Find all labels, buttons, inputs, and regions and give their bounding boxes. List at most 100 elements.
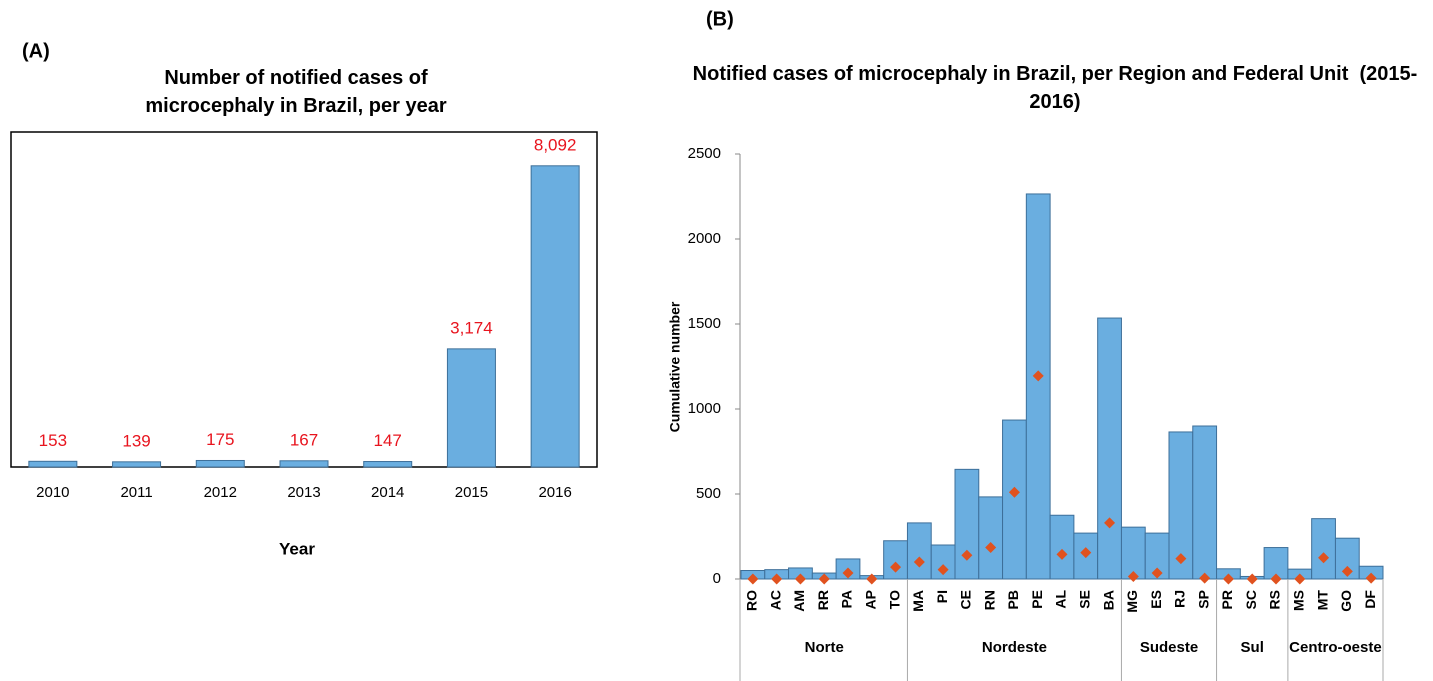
x-tick-label: RN bbox=[981, 590, 997, 610]
y-tick-label: 1000 bbox=[688, 400, 721, 417]
marker bbox=[771, 573, 783, 585]
y-tick-label: 2000 bbox=[688, 230, 721, 247]
bar bbox=[363, 461, 413, 468]
x-tick-label: 2011 bbox=[120, 484, 152, 501]
x-tick-label: TO bbox=[886, 590, 902, 609]
x-tick-label: GO bbox=[1338, 590, 1354, 612]
bar bbox=[530, 165, 580, 468]
x-tick-label: PE bbox=[1029, 590, 1045, 609]
x-tick-label: SE bbox=[1076, 590, 1092, 609]
x-tick-label: RS bbox=[1267, 590, 1283, 609]
bar bbox=[1334, 537, 1360, 580]
marker bbox=[818, 573, 830, 585]
y-tick-label: 1500 bbox=[688, 315, 721, 332]
marker bbox=[1032, 370, 1044, 382]
bar bbox=[978, 496, 1004, 580]
value-label: 147 bbox=[374, 431, 402, 450]
marker bbox=[1246, 573, 1258, 585]
bar bbox=[279, 460, 329, 468]
bar bbox=[954, 468, 980, 580]
marker bbox=[1175, 553, 1187, 565]
marker bbox=[937, 564, 949, 576]
marker bbox=[1151, 567, 1163, 579]
x-tick-label: BA bbox=[1100, 590, 1116, 610]
group-label: Norte bbox=[804, 639, 844, 656]
marker bbox=[866, 573, 878, 585]
plot-frame bbox=[10, 131, 598, 468]
x-tick-label: CE bbox=[958, 590, 974, 609]
x-tick-label: PB bbox=[1005, 590, 1021, 609]
panel-label: (A) bbox=[22, 40, 50, 62]
marker bbox=[1222, 573, 1234, 585]
bar bbox=[906, 522, 932, 580]
marker bbox=[985, 542, 997, 554]
marker bbox=[961, 549, 973, 561]
bar bbox=[1025, 193, 1051, 580]
x-tick-label: MS bbox=[1290, 590, 1306, 611]
x-axis-title: Year bbox=[279, 539, 315, 558]
panel-label: (B) bbox=[706, 8, 734, 30]
x-tick-label: RO bbox=[744, 590, 760, 611]
marker bbox=[1270, 573, 1282, 585]
value-label: 167 bbox=[290, 430, 318, 449]
x-tick-label: 2016 bbox=[538, 484, 571, 501]
x-tick-label: RR bbox=[815, 590, 831, 610]
marker bbox=[1104, 517, 1116, 529]
value-label: 3,174 bbox=[450, 318, 493, 337]
marker bbox=[747, 573, 759, 585]
bar bbox=[112, 461, 162, 468]
y-axis-title: Cumulative number bbox=[667, 301, 683, 432]
value-label: 153 bbox=[39, 431, 67, 450]
value-label: 175 bbox=[206, 430, 234, 449]
bar bbox=[1002, 419, 1027, 580]
value-label: 139 bbox=[122, 431, 150, 450]
marker bbox=[1080, 547, 1092, 559]
bar bbox=[1049, 514, 1075, 580]
y-tick-label: 0 bbox=[713, 570, 721, 587]
marker bbox=[842, 567, 854, 579]
x-tick-label: PR bbox=[1219, 590, 1235, 609]
x-tick-label: DF bbox=[1362, 590, 1378, 609]
group-label: Sudeste bbox=[1139, 639, 1199, 656]
marker bbox=[1008, 486, 1020, 498]
marker bbox=[1294, 573, 1306, 585]
bar bbox=[1097, 317, 1122, 580]
x-tick-label: AP bbox=[862, 590, 878, 609]
group-label: Sul bbox=[1240, 639, 1264, 656]
x-tick-label: SC bbox=[1243, 590, 1259, 609]
bar bbox=[1192, 425, 1218, 580]
x-tick-label: AC bbox=[767, 590, 783, 610]
bar bbox=[883, 540, 908, 580]
marker bbox=[1341, 565, 1353, 577]
x-tick-label: SP bbox=[1195, 590, 1211, 609]
marker bbox=[913, 556, 925, 568]
x-tick-label: PI bbox=[934, 590, 950, 603]
x-tick-label: 2012 bbox=[204, 484, 237, 501]
x-tick-label: RJ bbox=[1172, 590, 1188, 608]
marker bbox=[1318, 552, 1330, 564]
x-tick-label: MG bbox=[1124, 590, 1140, 613]
x-tick-label: AM bbox=[791, 590, 807, 612]
y-tick-label: 2500 bbox=[688, 145, 721, 162]
x-tick-label: ES bbox=[1148, 590, 1164, 609]
bar bbox=[1311, 518, 1336, 580]
y-tick-label: 500 bbox=[696, 485, 721, 502]
group-label: Nordeste bbox=[981, 639, 1047, 656]
x-tick-label: PA bbox=[839, 590, 855, 608]
chart-title: Notified cases of microcephaly in Brazil… bbox=[692, 63, 1418, 113]
bar bbox=[446, 348, 496, 468]
value-label: 8,092 bbox=[534, 135, 577, 154]
bar bbox=[195, 459, 245, 468]
x-tick-label: 2015 bbox=[455, 484, 488, 501]
x-tick-label: MA bbox=[910, 590, 926, 612]
bar bbox=[28, 460, 78, 468]
x-tick-label: 2010 bbox=[36, 484, 69, 501]
x-tick-label: MT bbox=[1314, 590, 1330, 611]
marker bbox=[1056, 548, 1068, 560]
marker bbox=[1199, 572, 1211, 584]
group-label: Centro-oeste bbox=[1289, 639, 1382, 656]
x-tick-label: 2013 bbox=[287, 484, 320, 501]
marker bbox=[890, 561, 902, 573]
